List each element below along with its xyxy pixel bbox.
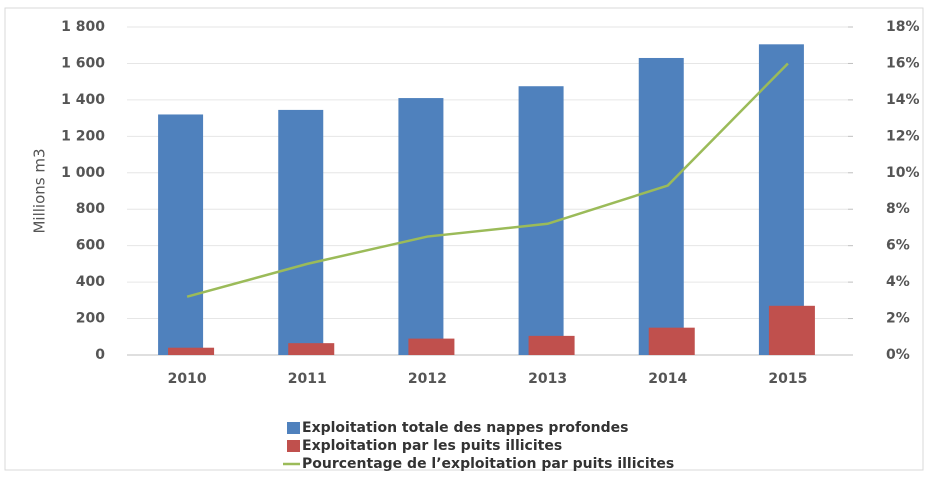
y2-tick-label: 4% — [886, 274, 910, 290]
legend-swatch — [287, 440, 300, 452]
y-axis-label: Millions m3 — [31, 148, 49, 233]
y-tick-label: 200 — [76, 311, 105, 327]
bar — [158, 114, 204, 355]
y2-tick-label: 0% — [886, 347, 910, 363]
y-tick-label: 600 — [76, 238, 105, 254]
legend-label: Exploitation par les puits illicites — [302, 438, 562, 454]
y-tick-label: 1 000 — [61, 165, 105, 181]
y-tick-label: 1 400 — [61, 92, 105, 108]
bar — [638, 57, 684, 355]
bar — [168, 347, 215, 355]
bar — [288, 343, 335, 355]
legend-label: Exploitation totale des nappes profondes — [302, 420, 629, 436]
y2-tick-label: 18% — [886, 19, 920, 35]
bar — [398, 98, 444, 356]
legend-label: Pourcentage de l’exploitation par puits … — [302, 456, 674, 472]
x-tick-label: 2012 — [408, 371, 447, 387]
y2-tick-label: 6% — [886, 238, 910, 254]
y-tick-label: 1 800 — [61, 19, 105, 35]
legend-swatch — [287, 422, 300, 434]
bar — [648, 327, 695, 355]
y-tick-label: 400 — [76, 274, 105, 290]
y-tick-label: 1 200 — [61, 128, 105, 144]
x-tick-label: 2014 — [648, 371, 687, 387]
x-tick-label: 2015 — [768, 371, 807, 387]
y2-tick-label: 12% — [886, 128, 920, 144]
y-tick-label: 0 — [95, 347, 105, 363]
x-tick-label: 2013 — [528, 371, 567, 387]
bar — [768, 305, 815, 355]
y2-tick-label: 8% — [886, 201, 910, 217]
x-tick-label: 2010 — [168, 371, 207, 387]
y-tick-label: 800 — [76, 201, 105, 217]
y2-tick-label: 14% — [886, 92, 920, 108]
y2-tick-label: 2% — [886, 311, 910, 327]
y2-tick-label: 10% — [886, 165, 920, 181]
bar — [408, 338, 455, 355]
x-tick-label: 2011 — [288, 371, 327, 387]
y-tick-label: 1 600 — [61, 55, 105, 71]
y2-tick-label: 16% — [886, 55, 920, 71]
bar — [528, 335, 575, 355]
bar — [758, 44, 804, 356]
bar — [278, 109, 324, 356]
line — [186, 62, 789, 298]
